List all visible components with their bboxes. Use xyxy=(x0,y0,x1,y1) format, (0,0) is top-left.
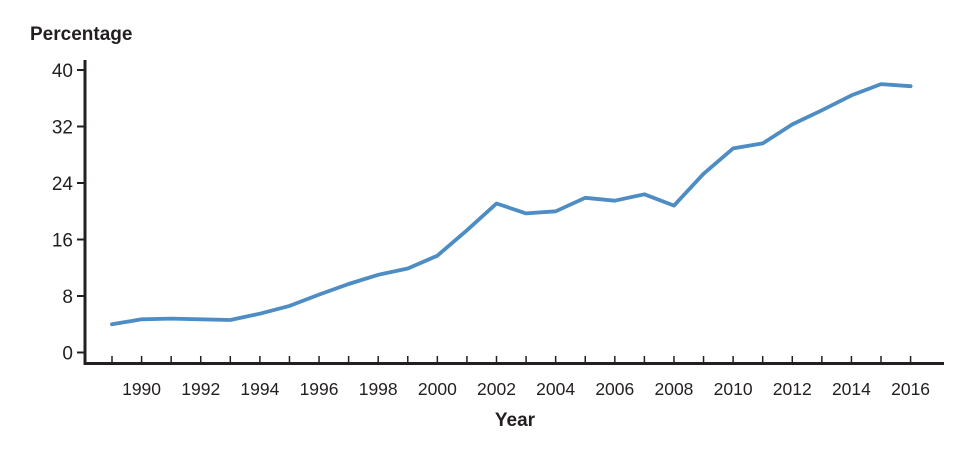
x-tick-label: 2000 xyxy=(418,379,457,399)
x-tick-label: 2016 xyxy=(891,379,930,399)
y-tick-label: 16 xyxy=(52,231,73,252)
data-series xyxy=(110,82,913,327)
x-tick-label: 2002 xyxy=(477,379,516,399)
y-tick-label: 40 xyxy=(52,61,73,82)
x-tick-label: 1998 xyxy=(359,379,398,399)
y-axis-title: Percentage xyxy=(30,24,132,45)
x-tick-label: 1992 xyxy=(181,379,220,399)
x-tick-label: 2014 xyxy=(832,379,871,399)
y-tick-label: 0 xyxy=(62,344,73,365)
y-tick-label: 32 xyxy=(52,118,73,139)
x-tick-label: 2012 xyxy=(773,379,812,399)
data-line xyxy=(110,82,913,327)
x-tick-label: 2010 xyxy=(714,379,753,399)
y-tick-label: 8 xyxy=(62,287,73,308)
axes: 0 8 16 24 32 40 1990 1992 1994 1996 1998 2000 2002 20… xyxy=(52,60,944,399)
x-tick-label: 2008 xyxy=(654,379,693,399)
x-tick-label: 1990 xyxy=(122,379,161,399)
y-tick-label: 24 xyxy=(52,174,74,195)
x-tick-label: 1994 xyxy=(240,379,279,399)
x-axis-title: Year xyxy=(495,410,536,431)
x-tick-label: 1996 xyxy=(300,379,339,399)
x-tick-label: 2006 xyxy=(595,379,634,399)
x-tick-label: 2004 xyxy=(536,379,575,399)
